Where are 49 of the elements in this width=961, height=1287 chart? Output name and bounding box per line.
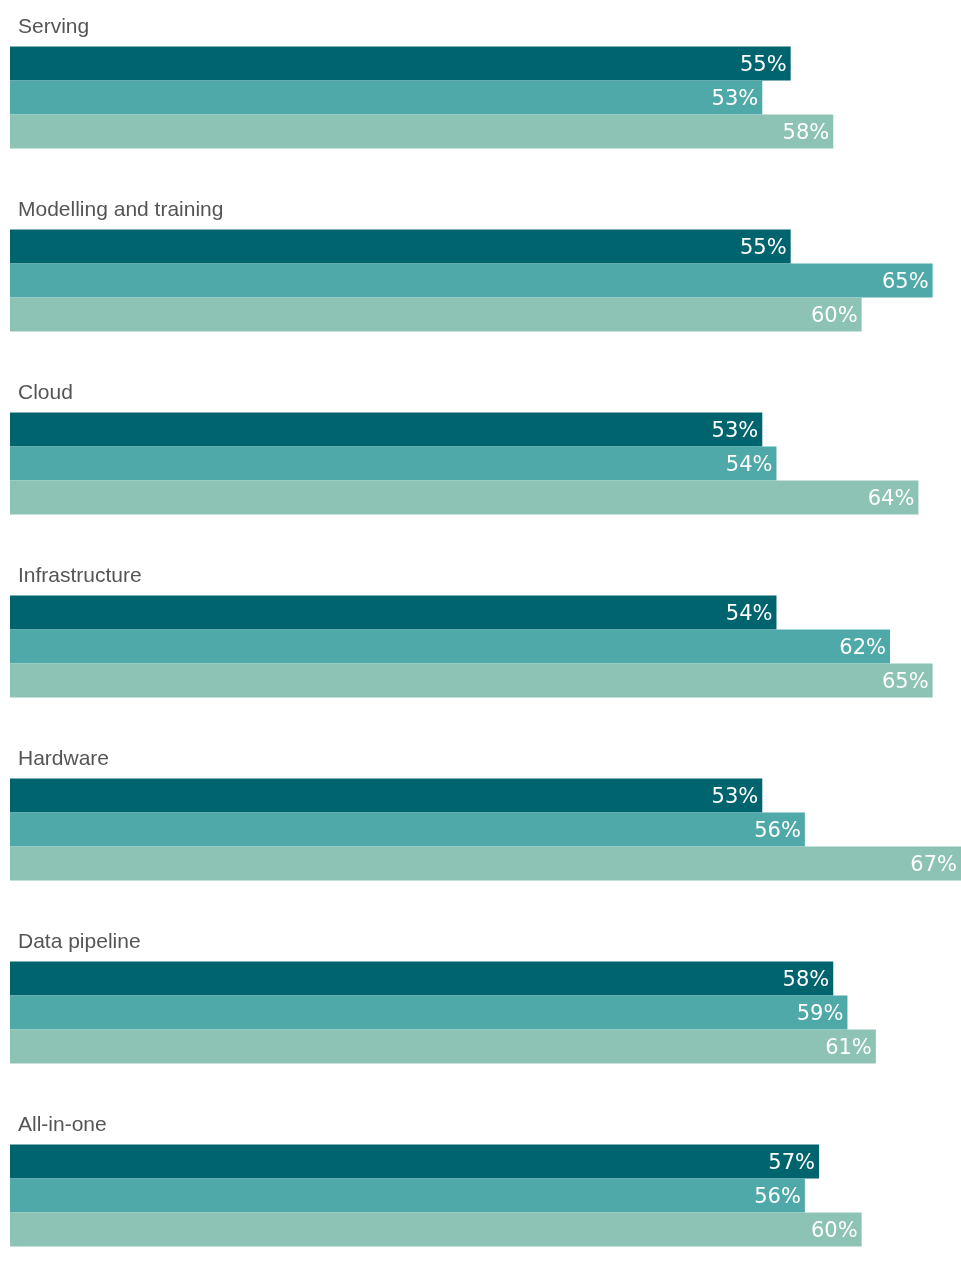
data-label: 55%: [739, 51, 787, 76]
bar: [10, 297, 862, 332]
bar: [10, 114, 834, 149]
data-label: 60%: [810, 1217, 858, 1242]
bar: [10, 995, 848, 1030]
bar: [10, 961, 834, 996]
bar: [10, 629, 891, 664]
data-label: 65%: [881, 268, 929, 293]
data-label: 53%: [711, 85, 759, 110]
bar: [10, 1178, 805, 1213]
bar: [10, 46, 791, 81]
data-label: 55%: [739, 234, 787, 259]
bar: [10, 1212, 862, 1247]
data-label: 60%: [810, 302, 858, 327]
bar: [10, 812, 805, 847]
y-tick-label: Cloud: [18, 379, 73, 403]
bar: [10, 412, 763, 447]
bar: [10, 229, 791, 264]
data-label: 56%: [754, 1183, 801, 1208]
bar: [10, 663, 933, 698]
y-tick-label: Data pipeline: [18, 928, 141, 952]
data-label: 58%: [782, 119, 830, 144]
data-label: 62%: [839, 634, 887, 659]
bar: [10, 480, 919, 515]
bar: [10, 846, 961, 881]
data-label: 65%: [881, 668, 929, 693]
y-tick-label: Modelling and training: [18, 196, 224, 220]
data-label: 59%: [796, 1000, 844, 1025]
y-tick-label: Serving: [18, 13, 90, 37]
bar: [10, 446, 777, 481]
bar: [10, 595, 777, 630]
y-tick-label: Infrastructure: [18, 562, 142, 586]
y-tick-label: Hardware: [18, 745, 110, 769]
bar: [10, 80, 763, 115]
bar: [10, 263, 933, 298]
data-label: 67%: [910, 851, 957, 876]
data-label: 56%: [754, 817, 801, 842]
data-label: 57%: [768, 1149, 816, 1174]
data-label: 54%: [725, 600, 773, 625]
bar: [10, 778, 763, 813]
y-tick-label: All-in-one: [18, 1111, 107, 1135]
bar: [10, 1029, 876, 1064]
data-label: 53%: [711, 417, 759, 442]
data-label: 53%: [711, 783, 759, 808]
data-label: 61%: [825, 1034, 872, 1059]
data-label: 64%: [867, 485, 915, 510]
data-label: 54%: [725, 451, 773, 476]
bar: [10, 1144, 820, 1179]
data-label: 58%: [782, 966, 830, 991]
